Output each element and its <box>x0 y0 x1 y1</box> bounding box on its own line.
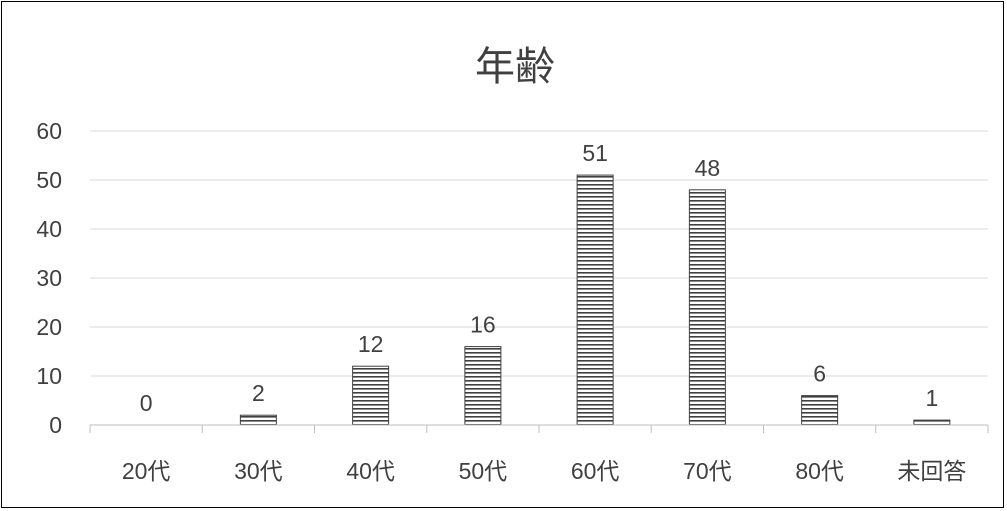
x-axis <box>89 424 989 433</box>
y-tick-label: 40 <box>36 216 62 242</box>
y-tick-label: 10 <box>36 363 62 389</box>
x-category-label: 30代 <box>234 458 283 484</box>
y-tick-label: 60 <box>36 118 62 144</box>
x-category-label: 40代 <box>346 458 395 484</box>
x-category-label: 70代 <box>683 458 732 484</box>
bar <box>688 189 726 426</box>
gridlines <box>90 130 988 377</box>
bar-value-label: 16 <box>470 312 496 338</box>
bar-value-label: 48 <box>695 155 721 181</box>
x-category-label: 60代 <box>571 458 620 484</box>
x-category-label: 50代 <box>459 458 508 484</box>
y-tick-label: 30 <box>36 265 62 291</box>
bars <box>239 174 951 426</box>
bar <box>801 395 839 426</box>
x-axis-categories: 20代 30代 40代 50代 60代 70代 80代 未回答 <box>122 458 967 484</box>
bar-value-label: 6 <box>813 361 826 387</box>
bar <box>913 419 951 426</box>
bar <box>239 414 277 426</box>
y-axis-ticks: 0 10 20 30 40 50 60 <box>36 118 62 438</box>
x-category-label: 20代 <box>122 458 171 484</box>
bar-value-label: 12 <box>358 331 384 357</box>
data-labels: 0 2 12 16 51 48 6 1 <box>140 140 939 416</box>
bar-value-label: 0 <box>140 390 153 416</box>
y-tick-label: 20 <box>36 314 62 340</box>
bar <box>352 365 390 426</box>
x-category-label: 未回答 <box>897 458 966 484</box>
bar <box>576 174 614 426</box>
chart-title: 年齢 <box>475 44 555 90</box>
bar-value-label: 51 <box>582 140 608 166</box>
bar-value-label: 1 <box>925 385 938 411</box>
x-category-label: 80代 <box>795 458 844 484</box>
bar-value-label: 2 <box>252 380 265 406</box>
bar <box>464 346 502 426</box>
y-tick-label: 0 <box>49 412 62 438</box>
y-tick-label: 50 <box>36 167 62 193</box>
